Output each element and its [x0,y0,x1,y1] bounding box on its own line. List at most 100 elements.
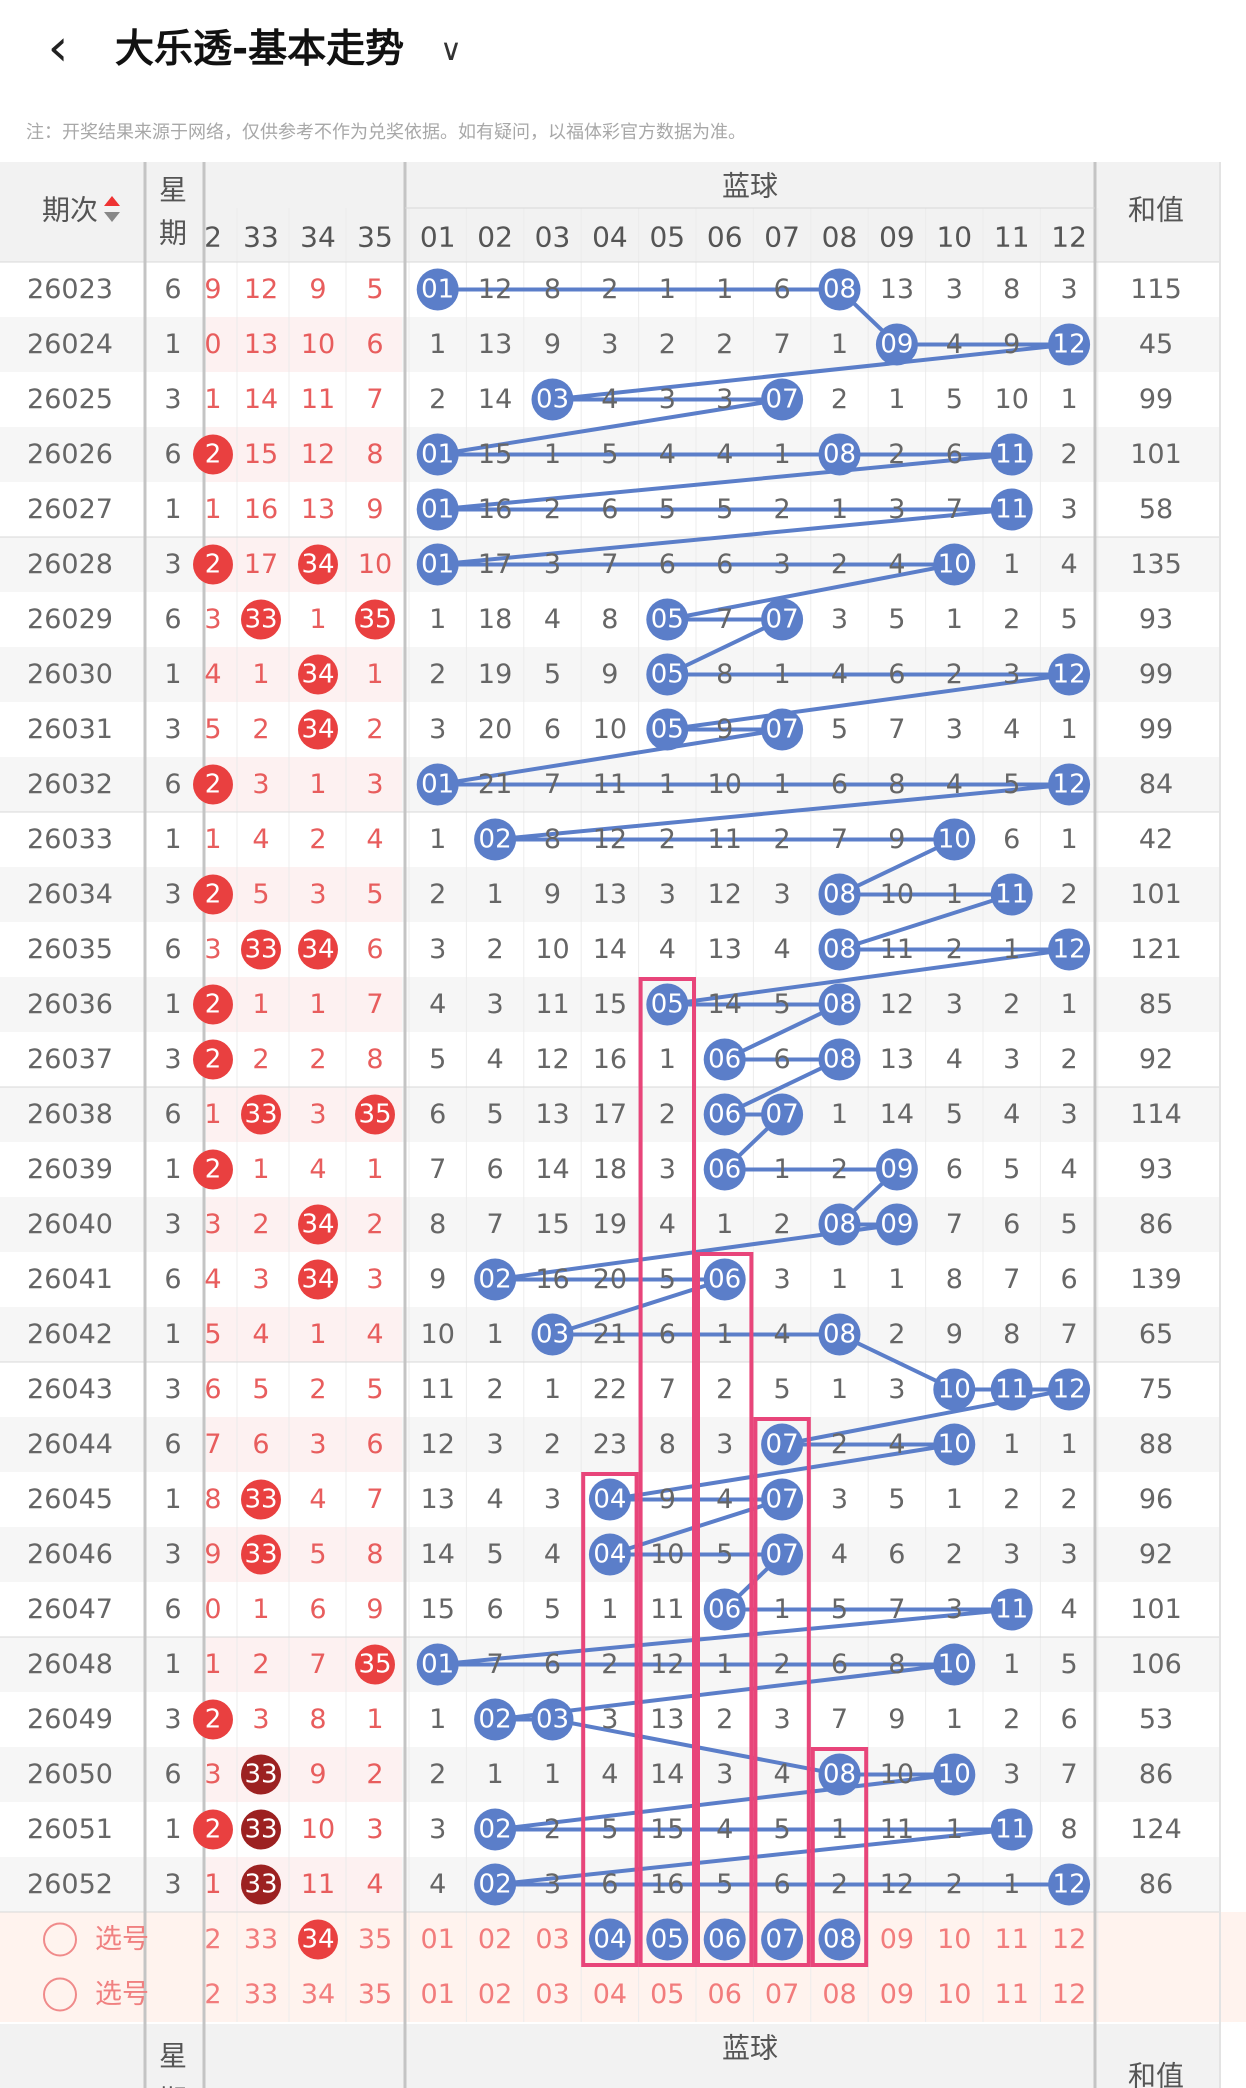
blue-miss-cell: 3 [1061,494,1078,525]
front-miss-cell: 6 [309,1594,326,1625]
front-miss-cell: 1 [204,384,221,415]
weekday-header-1: 星 [159,174,187,207]
selected-blue-number[interactable]: 05 [651,1925,684,1955]
selected-red-ball[interactable] [298,1919,338,1960]
front-miss-cell: 9 [204,1539,221,1570]
blue-miss-cell: 3 [1003,1539,1020,1570]
pick-front-number[interactable]: 2 [204,1979,221,2010]
page-title: 大乐透-基本走势 [115,27,405,72]
blue-miss-cell: 1 [774,1154,791,1185]
pick-blue-number[interactable]: 09 [880,1979,914,2010]
period-cell: 26025 [27,384,113,415]
front-miss-cell: 5 [309,1539,326,1570]
front-miss-cell: 8 [309,1704,326,1735]
blue-miss-cell: 4 [946,769,963,800]
front-miss-cell: 5 [366,274,383,305]
front-miss-cell: 11 [301,1869,335,1900]
blue-miss-cell: 5 [716,1539,733,1570]
pick-front-number[interactable]: 33 [244,1924,278,1955]
blue-miss-cell: 2 [831,384,848,415]
blue-col-header: 10 [936,221,972,254]
pick-radio[interactable] [43,1922,77,1957]
pick-front-number[interactable]: 2 [204,1924,221,1955]
pick-blue-number[interactable]: 03 [535,1924,569,1955]
blue-miss-cell: 12 [593,824,627,855]
blue-miss-cell: 7 [888,1594,905,1625]
selected-blue-ball[interactable] [588,1918,631,1961]
blue-miss-cell: 5 [774,989,791,1020]
selected-blue-number[interactable]: 07 [766,1925,799,1955]
pick-blue-number[interactable]: 10 [937,1924,971,1955]
pick-radio[interactable] [43,1977,77,2012]
selected-blue-ball[interactable] [761,1918,804,1961]
blue-ball [990,433,1033,476]
pick-blue-number[interactable]: 11 [995,1924,1029,1955]
blue-ball [474,1863,517,1906]
pick-front-number[interactable]: 35 [358,1979,392,2010]
blue-miss-cell: 15 [421,1594,455,1625]
blue-miss-cell: 6 [1061,1264,1078,1295]
blue-ball-number: 10 [938,1375,971,1405]
pick-blue-number[interactable]: 07 [765,1979,799,2010]
table-row [416,268,861,311]
pick-blue-number[interactable]: 06 [708,1979,742,2010]
pick-blue-number[interactable]: 01 [421,1924,455,1955]
pick-blue-number[interactable]: 01 [421,1979,455,2010]
back-button[interactable]: ‹ [30,18,86,78]
title-dropdown-button[interactable]: ∨ [440,28,462,74]
pick-blue-number[interactable]: 08 [822,1979,856,2010]
period-cell: 26037 [27,1044,113,1075]
red-ball [241,599,281,640]
blue-miss-cell: 1 [716,1649,733,1680]
blue-ball-number: 02 [479,1870,512,1900]
selected-blue-ball[interactable] [818,1918,861,1961]
pick-blue-number[interactable]: 03 [535,1979,569,2010]
blue-ball-number: 07 [766,385,799,415]
pick-label[interactable]: 选号 [95,1979,149,2010]
pick-blue-number[interactable]: 10 [937,1979,971,2010]
blue-miss-cell: 13 [650,1704,684,1735]
blue-miss-cell: 22 [593,1374,627,1405]
pick-front-number[interactable]: 33 [244,1979,278,2010]
blue-miss-cell: 5 [601,439,618,470]
selected-blue-number[interactable]: 06 [708,1925,741,1955]
sort-arrows-icon[interactable] [104,196,120,222]
pick-front-number[interactable]: 34 [301,1979,335,2010]
sum-cell: 115 [1130,274,1182,305]
pick-label[interactable]: 选号 [95,1924,149,1955]
table-row [298,1258,746,1301]
selected-blue-ball[interactable] [646,1918,689,1961]
red-ball-number: 35 [358,1100,391,1130]
selected-blue-number[interactable]: 04 [593,1925,626,1955]
blue-group-header: 蓝球 [722,170,778,203]
selected-blue-number[interactable]: 08 [823,1925,856,1955]
pick-blue-number[interactable]: 09 [880,1924,914,1955]
pick-blue-number[interactable]: 04 [593,1979,627,2010]
front-miss-cell: 2 [252,1044,269,1075]
pick-front-number[interactable]: 35 [358,1924,392,1955]
front-miss-cell: 10 [301,329,335,360]
period-header[interactable]: 期次 [42,194,98,227]
selected-red-number[interactable]: 34 [301,1925,334,1955]
blue-ball-number: 07 [766,605,799,635]
blue-miss-cell: 11 [593,769,627,800]
blue-miss-cell: 5 [1061,604,1078,635]
sum-cell: 96 [1139,1484,1173,1515]
blue-miss-cell: 7 [1003,1264,1020,1295]
front-miss-cell: 2 [252,714,269,745]
blue-ball-number: 05 [651,660,684,690]
pick-blue-number[interactable]: 11 [995,1979,1029,2010]
blue-miss-cell: 5 [1061,1649,1078,1680]
blue-miss-cell: 2 [774,494,791,525]
pick-blue-number[interactable]: 12 [1052,1924,1086,1955]
selected-blue-ball[interactable] [703,1918,746,1961]
blue-miss-cell: 1 [544,1374,561,1405]
pick-blue-number[interactable]: 02 [478,1979,512,2010]
blue-miss-cell: 6 [946,439,963,470]
blue-miss-cell: 2 [831,1869,848,1900]
pick-blue-number[interactable]: 05 [650,1979,684,2010]
pick-blue-number[interactable]: 12 [1052,1979,1086,2010]
red-ball-number: 33 [244,1485,277,1515]
front-miss-cell: 9 [366,494,383,525]
pick-blue-number[interactable]: 02 [478,1924,512,1955]
